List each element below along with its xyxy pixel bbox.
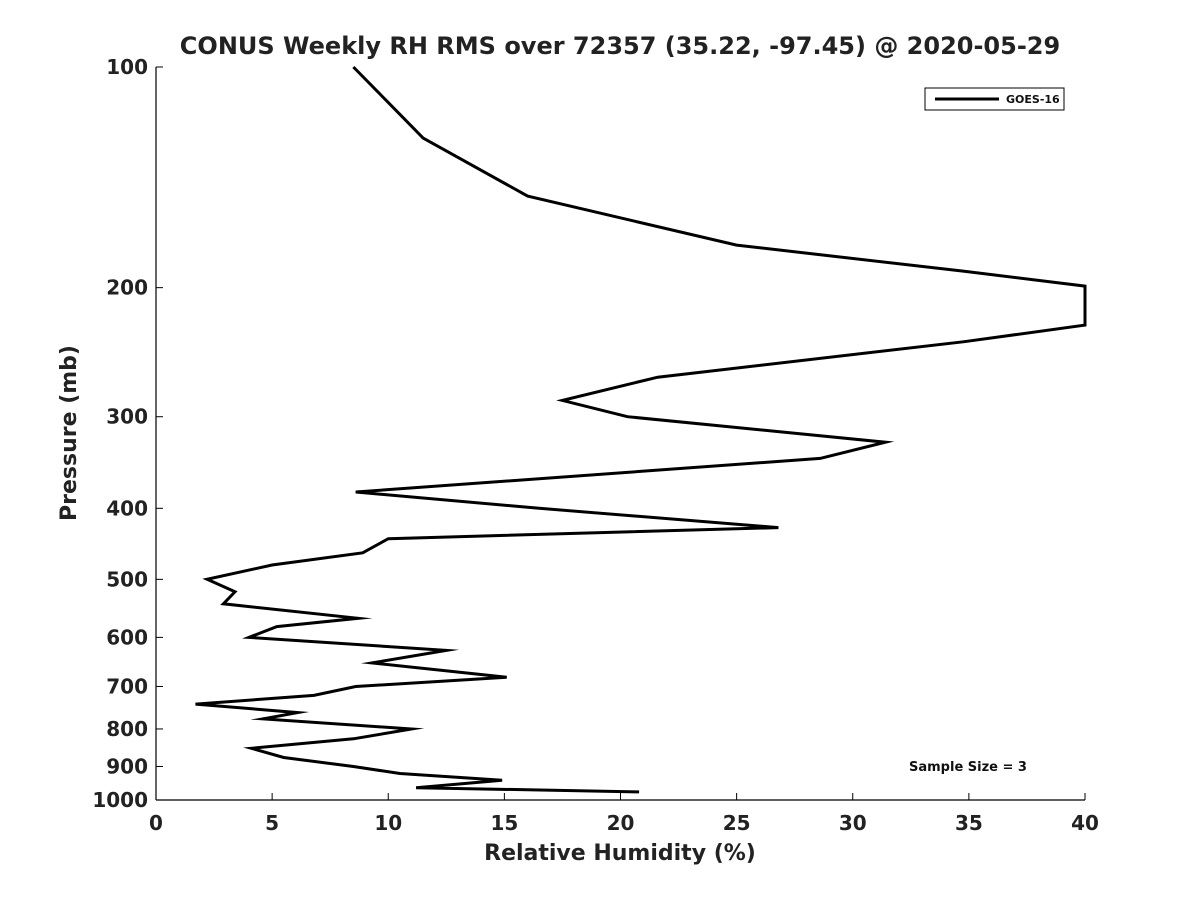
x-tick-label: 0 — [149, 811, 163, 835]
x-tick-label: 35 — [955, 811, 983, 835]
y-tick-label: 700 — [106, 674, 148, 698]
x-tick-label: 15 — [490, 811, 518, 835]
legend-label-goes-16: GOES-16 — [1006, 93, 1060, 106]
y-tick-label: 100 — [106, 55, 148, 79]
x-tick-label: 10 — [374, 811, 402, 835]
x-tick-label: 25 — [723, 811, 751, 835]
x-tick-label: 5 — [265, 811, 279, 835]
y-axis-ticks: 100 200 300 400 500 600 700 800 900 1000 — [92, 55, 163, 812]
y-tick-label: 300 — [106, 405, 148, 429]
legend: GOES-16 — [924, 87, 1065, 111]
y-axis-label: Pressure (mb) — [57, 345, 82, 521]
x-tick-label: 30 — [839, 811, 867, 835]
y-tick-label: 400 — [106, 496, 148, 520]
sample-size-annotation: Sample Size = 3 — [909, 760, 1027, 775]
y-tick-label: 600 — [106, 625, 148, 649]
x-tick-label: 40 — [1071, 811, 1099, 835]
y-tick-label: 1000 — [92, 788, 148, 812]
y-tick-label: 500 — [106, 567, 148, 591]
series-group — [195, 65, 1087, 794]
x-tick-label: 20 — [607, 811, 635, 835]
series-line-goes-16 — [195, 65, 1087, 794]
y-tick-label: 900 — [106, 754, 148, 778]
x-axis-label: Relative Humidity (%) — [484, 841, 756, 866]
x-axis-ticks: 0 5 10 15 20 25 30 35 40 — [149, 793, 1099, 835]
y-tick-label: 800 — [106, 717, 148, 741]
y-tick-label: 200 — [106, 276, 148, 300]
chart-title: CONUS Weekly RH RMS over 72357 (35.22, -… — [180, 32, 1060, 60]
